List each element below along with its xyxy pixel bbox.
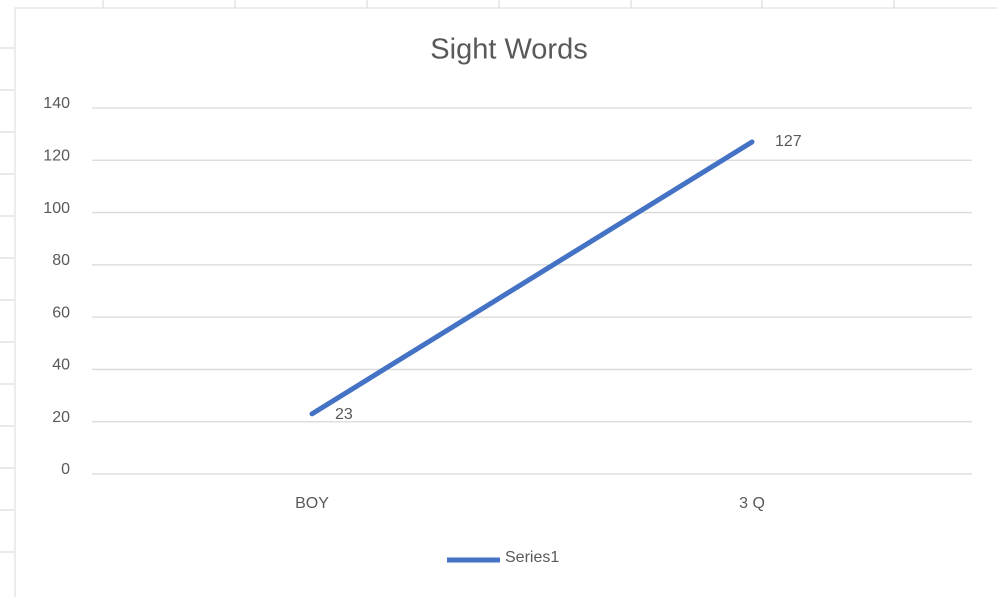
series-line — [309, 139, 755, 417]
x-tick-label: BOY — [295, 495, 329, 512]
x-tick-label: 3 Q — [739, 495, 765, 512]
chart-area — [14, 7, 997, 602]
chart-title: Sight Words — [430, 34, 587, 66]
data-label: 23 — [335, 406, 353, 423]
y-tick-label: 140 — [43, 95, 70, 112]
y-tick-label: 80 — [52, 252, 70, 269]
legend-label: Series1 — [505, 549, 559, 566]
sheet-grid — [0, 0, 895, 553]
y-tick-label: 120 — [43, 148, 70, 165]
y-tick-label: 0 — [61, 461, 70, 478]
y-tick-label: 40 — [52, 357, 70, 374]
data-label: 127 — [775, 133, 802, 150]
y-tick-label: 60 — [52, 304, 70, 321]
y-tick-label: 20 — [52, 409, 70, 426]
y-tick-label: 100 — [43, 200, 70, 217]
